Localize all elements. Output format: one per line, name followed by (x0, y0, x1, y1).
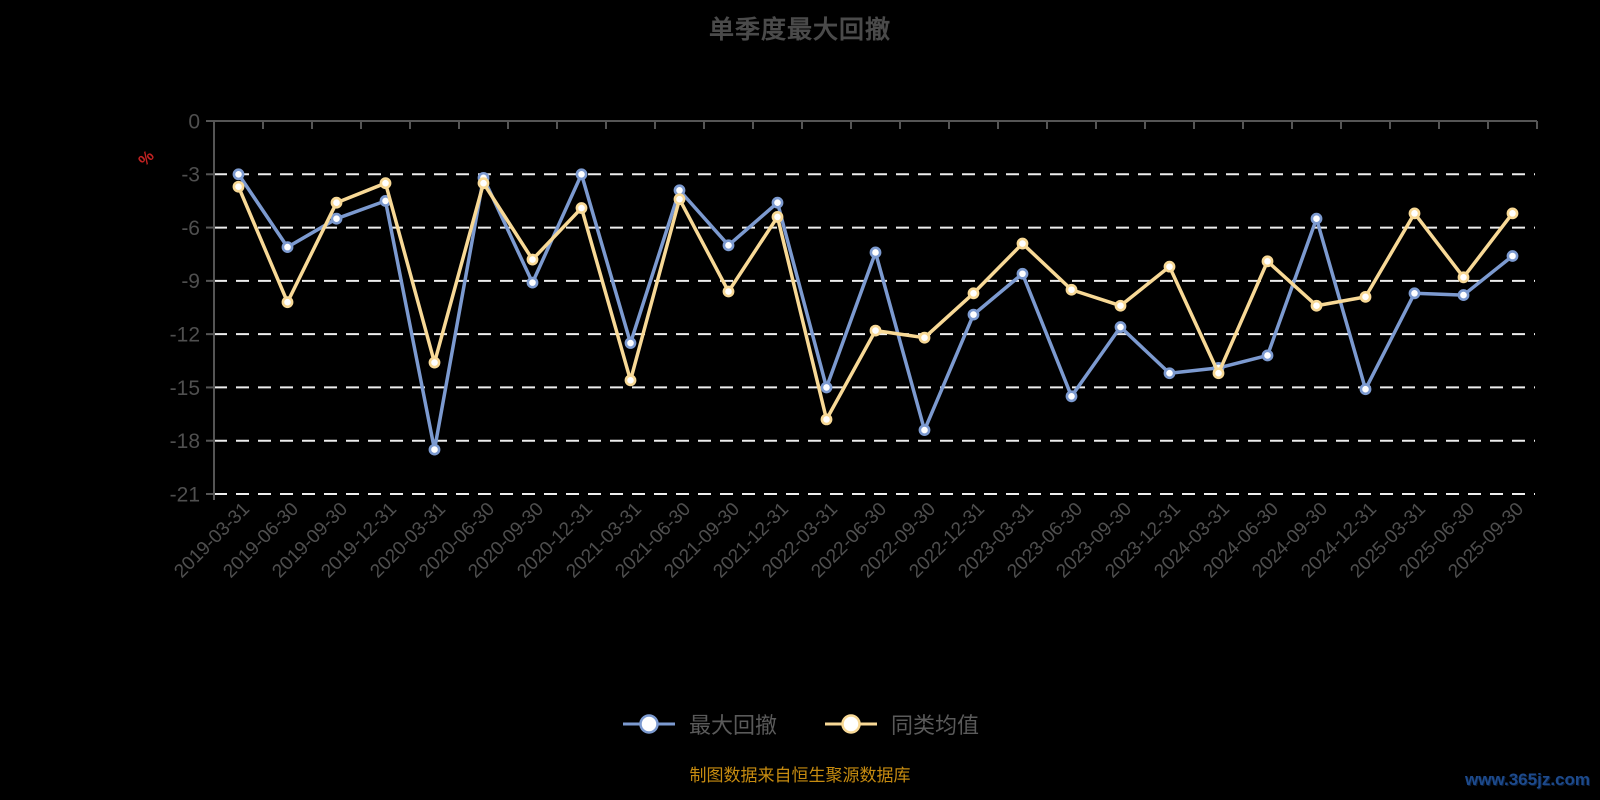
data-point-marker[interactable] (1457, 289, 1470, 301)
data-point-marker[interactable] (1163, 260, 1176, 273)
chart-title: 单季度最大回撤 (708, 16, 891, 44)
data-point-marker[interactable] (526, 253, 539, 266)
data-point-marker[interactable] (1261, 349, 1274, 362)
legend-label-category-average: 同类均值 (891, 713, 980, 738)
legend: 最大回撤 同类均值 (0, 708, 1600, 740)
data-point-marker[interactable] (1065, 390, 1078, 403)
data-point-marker[interactable] (1310, 299, 1323, 312)
data-point-marker[interactable] (1506, 207, 1519, 220)
data-point-marker[interactable] (722, 285, 735, 298)
data-point-marker[interactable] (232, 168, 245, 181)
y-tick-label: -6 (181, 217, 200, 240)
data-point-marker[interactable] (575, 202, 588, 214)
source-note: 制图数据来自恒生聚源数据库 (689, 766, 911, 785)
data-point-marker[interactable] (1114, 321, 1127, 333)
y-tick-label: -18 (170, 430, 200, 453)
legend-item-category-average[interactable]: 同类均值 (823, 708, 979, 740)
data-point-marker[interactable] (526, 276, 539, 289)
data-point-marker[interactable] (869, 246, 882, 259)
data-point-marker[interactable] (1408, 287, 1421, 300)
data-point-marker[interactable] (967, 308, 980, 321)
data-point-marker[interactable] (1016, 237, 1029, 250)
data-point-marker[interactable] (330, 196, 343, 209)
legend-marker-max-drawdown (622, 714, 675, 734)
legend-item-max-drawdown[interactable]: 最大回撤 (621, 708, 777, 740)
y-tick-label: -12 (170, 323, 200, 346)
watermark: www.365jz.com (1464, 770, 1590, 789)
data-point-marker[interactable] (1457, 271, 1470, 284)
legend-label-max-drawdown: 最大回撤 (688, 713, 777, 738)
data-point-marker[interactable] (624, 374, 637, 387)
data-point-marker[interactable] (1359, 290, 1372, 303)
data-point-marker[interactable] (624, 337, 637, 349)
y-tick-label: -15 (170, 377, 200, 400)
data-point-marker[interactable] (771, 211, 784, 223)
data-point-marker[interactable] (477, 177, 490, 190)
data-point-marker[interactable] (918, 331, 931, 344)
data-point-marker[interactable] (281, 296, 294, 309)
data-point-marker[interactable] (428, 443, 441, 456)
data-point-marker[interactable] (869, 324, 882, 337)
data-point-marker[interactable] (428, 356, 441, 369)
chart-canvas: 0-3-6-9-12-15-18-212019-03-312019-06-302… (170, 110, 1538, 582)
data-point-marker[interactable] (379, 177, 392, 190)
y-tick-label: 0 (188, 110, 200, 133)
data-point-marker[interactable] (281, 241, 294, 254)
data-point-marker[interactable] (1310, 212, 1323, 225)
data-point-marker[interactable] (1065, 283, 1078, 296)
data-point-marker[interactable] (1114, 299, 1127, 312)
data-point-marker[interactable] (1408, 207, 1421, 220)
data-point-marker[interactable] (1506, 250, 1519, 262)
data-point-marker[interactable] (1261, 255, 1274, 268)
data-point-marker[interactable] (575, 168, 588, 181)
legend-marker-category-average (825, 714, 877, 734)
data-point-marker[interactable] (330, 212, 343, 225)
data-point-marker[interactable] (1212, 367, 1225, 380)
data-point-marker[interactable] (820, 413, 833, 426)
data-point-marker[interactable] (771, 196, 784, 209)
data-point-marker[interactable] (918, 424, 931, 436)
y-tick-label: -3 (181, 164, 200, 187)
y-tick-label: -21 (170, 483, 200, 506)
data-point-marker[interactable] (673, 193, 686, 206)
data-point-marker[interactable] (232, 180, 245, 193)
data-point-marker[interactable] (1016, 267, 1029, 280)
data-point-marker[interactable] (1359, 383, 1372, 396)
data-point-marker[interactable] (1163, 367, 1176, 380)
data-point-marker[interactable] (820, 381, 833, 394)
data-point-marker[interactable] (722, 239, 735, 252)
data-point-marker[interactable] (967, 287, 980, 300)
y-tick-label: -9 (181, 270, 200, 293)
